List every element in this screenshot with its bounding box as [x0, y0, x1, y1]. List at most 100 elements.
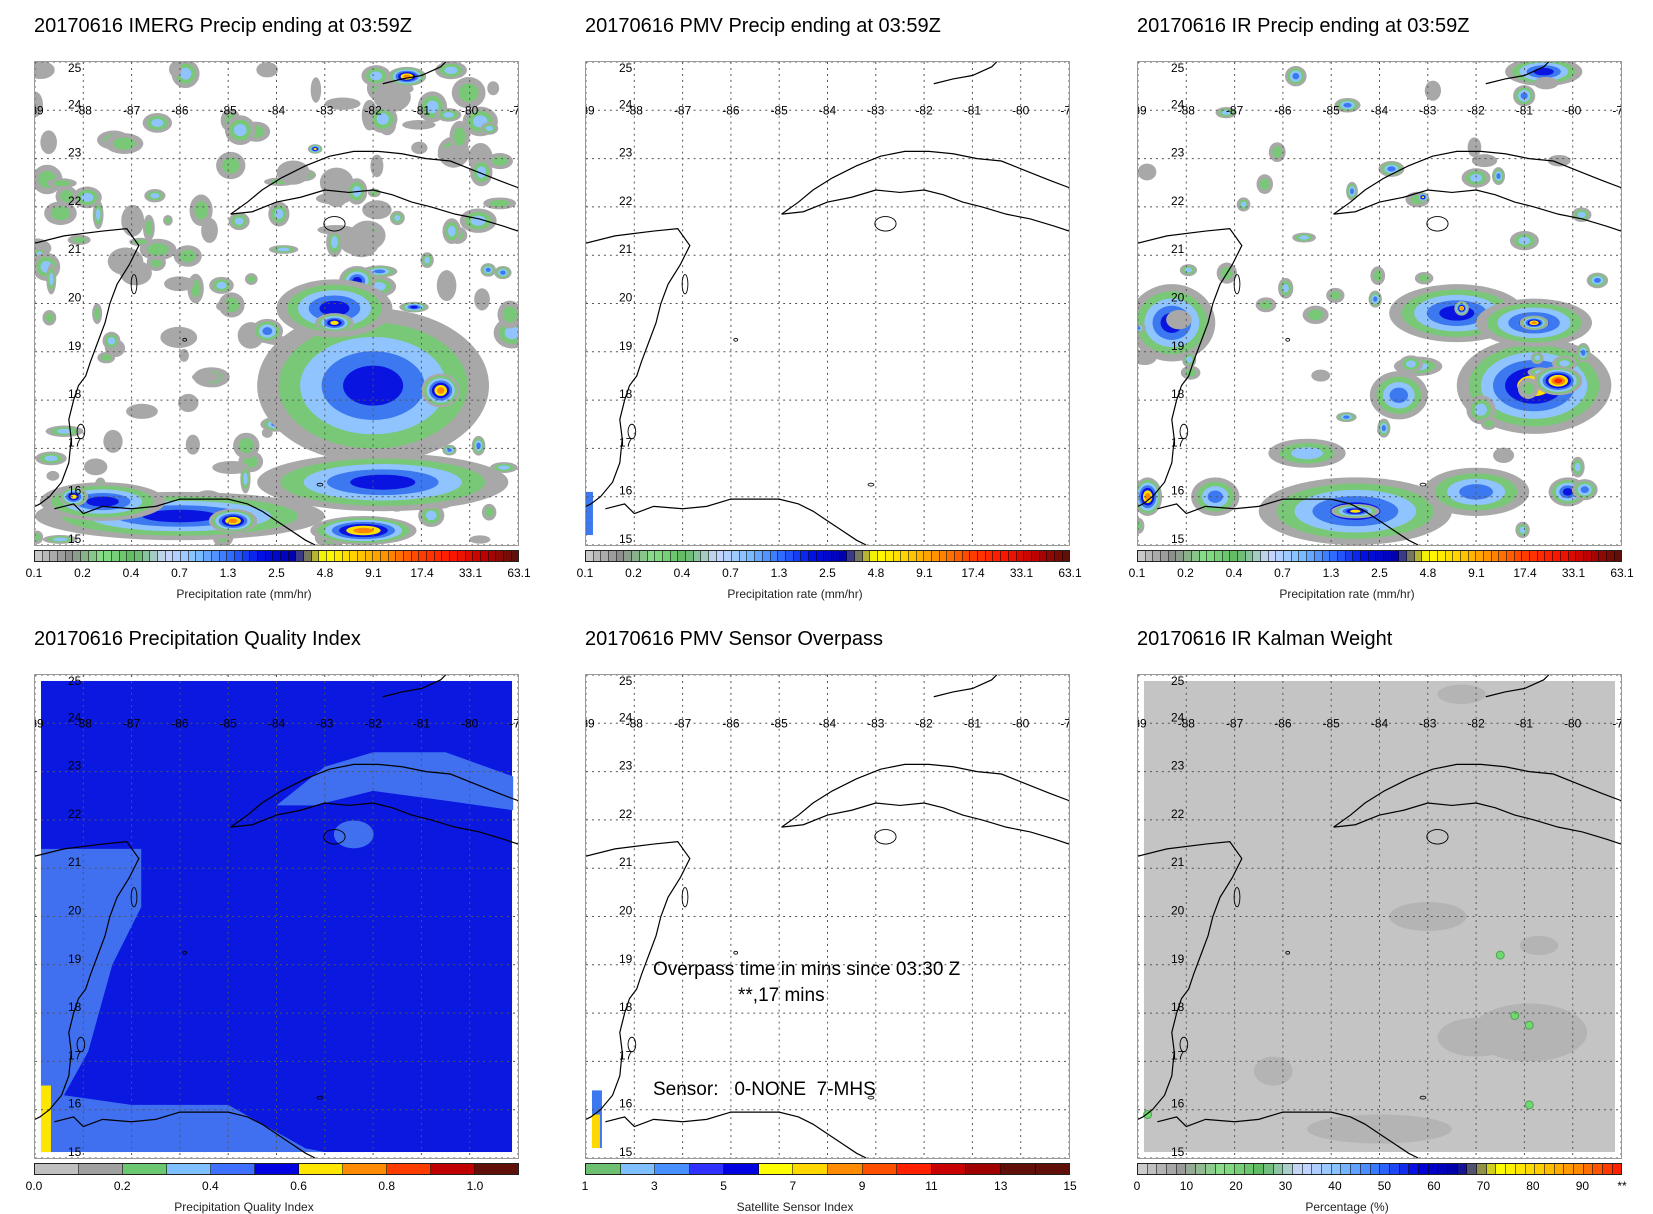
- colorbar-segment: [396, 551, 404, 561]
- colorbar-segment: [1199, 551, 1208, 561]
- colorbar-segment: [762, 551, 771, 561]
- colorbar-tick-label: 0.1: [25, 566, 43, 580]
- colorbar-segment: [1276, 551, 1285, 561]
- map-pqi: -89 -88 -87 -86 -85 -84 -83 -82 -81 -80 -79 15 16 17 1…: [34, 674, 519, 1159]
- latitude-label: 16: [1171, 1097, 1185, 1111]
- latitude-label: 22: [68, 807, 82, 821]
- latitude-label: 18: [619, 387, 633, 401]
- precip-contour: [313, 147, 317, 150]
- precip-contour: [1470, 173, 1483, 182]
- longitude-label: -81: [413, 716, 431, 730]
- colorbar-segment: [716, 551, 725, 561]
- colorbar-segment: [1184, 551, 1192, 561]
- colorbar-segment: [1407, 551, 1415, 561]
- precip-contour: [447, 225, 456, 237]
- colorbar-segment: [1583, 551, 1592, 561]
- precip-contour: [474, 288, 490, 311]
- longitude-label: -80: [461, 103, 479, 117]
- colorbar-segment: [288, 551, 297, 561]
- colorbar-tick-label: 3: [650, 1179, 658, 1193]
- precip-contour: [1138, 521, 1142, 531]
- latitude-label: 25: [68, 675, 82, 688]
- colorbar-segment: [1499, 551, 1507, 561]
- colorbar-segment: [1008, 551, 1017, 561]
- colorbar-segment: [1376, 551, 1384, 561]
- longitude-label: -88: [75, 103, 93, 117]
- precip-contour: [490, 199, 510, 207]
- colorbar-segment: [893, 551, 902, 561]
- precip-contour: [1554, 378, 1563, 384]
- latitude-label: 15: [68, 532, 82, 545]
- colorbar-tick-label: 0.6: [290, 1179, 307, 1193]
- colorbar-tick-label: 9.1: [916, 566, 933, 580]
- colorbar-segment: [1486, 1164, 1497, 1174]
- precip-contour: [453, 127, 466, 146]
- map-canvas: -89 -88 -87 -86 -85 -84 -83 -82 -81 -80 -79 15 16 17 1…: [586, 675, 1069, 1158]
- latitude-label: 24: [1171, 97, 1185, 111]
- colorbar-tick-label: 63.1: [1058, 566, 1082, 580]
- precip-contour: [1184, 368, 1197, 377]
- precip-contour: [1594, 277, 1601, 283]
- colorbar-segment: [334, 551, 343, 561]
- colorbar-segment: [970, 551, 979, 561]
- panel-title: 20170616 IR Precip ending at 03:59Z: [1137, 15, 1470, 37]
- precip-contour: [1343, 415, 1350, 419]
- precip-contour: [60, 190, 74, 203]
- longitude-label: -86: [1274, 103, 1292, 117]
- precip-contour: [40, 130, 57, 155]
- longitude-label: -86: [722, 716, 740, 730]
- longitude-label: -88: [626, 103, 644, 117]
- precip-contour: [147, 243, 169, 256]
- colorbar-segment: [496, 551, 504, 561]
- latitude-label: 22: [619, 194, 633, 208]
- precip-contour: [50, 206, 70, 221]
- latitude-label: 16: [619, 484, 633, 498]
- map-canvas: -89 -88 -87 -86 -85 -84 -83 -82 -81 -80 -79 15 16 17 1…: [1138, 675, 1621, 1158]
- precip-contour: [485, 125, 494, 132]
- colorbar-segment: [188, 551, 197, 561]
- precip-contour: [101, 354, 112, 361]
- longitude-label: -89: [1138, 103, 1147, 117]
- panel-title: 20170616 IMERG Precip ending at 03:59Z: [34, 15, 413, 37]
- coastline: [586, 675, 1069, 1158]
- colorbar-segment: [1568, 551, 1577, 561]
- colorbar-segment: [808, 551, 817, 561]
- latitude-label: 16: [619, 1097, 633, 1111]
- colorbar-segment: [1322, 551, 1331, 561]
- longitude-label: -89: [586, 103, 595, 117]
- colorbar-segment: [855, 551, 863, 561]
- latitude-label: 15: [1171, 532, 1185, 545]
- overpass-time-value: **,17 mins: [738, 985, 825, 1006]
- precip-contour: [72, 237, 86, 243]
- colorbar-segment: [1341, 1164, 1352, 1174]
- latitude-label: 21: [619, 855, 633, 869]
- map-canvas: -89 -88 -87 -86 -85 -84 -83 -82 -81 -80 -79 15 16 17 1…: [1138, 62, 1621, 545]
- precip-contour: [1292, 72, 1300, 80]
- colorbar-segment: [931, 1164, 967, 1174]
- colorbar-segment: [142, 551, 151, 561]
- colorbar-segment: [250, 551, 258, 561]
- precip-contour: [94, 307, 101, 320]
- precip-contour: [437, 387, 445, 394]
- colorbar-segment: [1168, 551, 1177, 561]
- precip-contour: [1547, 154, 1571, 167]
- colorbar-segment: [1000, 1164, 1036, 1174]
- longitude-label: -83: [316, 716, 334, 730]
- colorbar-segment: [1322, 1164, 1332, 1174]
- colorbar-segment: [962, 551, 971, 561]
- precip-contour: [1207, 490, 1223, 503]
- colorbar-tick-label: 0.4: [122, 566, 140, 580]
- colorbar-segment: [793, 551, 802, 561]
- longitude-label: -83: [867, 103, 885, 117]
- precip-contour: [1308, 309, 1324, 321]
- colorbar-ticks: 0 10 20 30 40 50 60 70 80 90 **: [1134, 1179, 1627, 1195]
- colorbar-segment: [465, 551, 474, 561]
- colorbar-segment: [119, 551, 128, 561]
- colorbar-segment: [50, 551, 59, 561]
- precip-contour: [330, 320, 339, 325]
- colorbar-segment: [901, 551, 909, 561]
- colorbar-segment: [79, 1164, 123, 1174]
- precip-contour: [1418, 274, 1430, 282]
- colorbar-segment: [1467, 1164, 1478, 1174]
- colorbar-segment: [624, 551, 633, 561]
